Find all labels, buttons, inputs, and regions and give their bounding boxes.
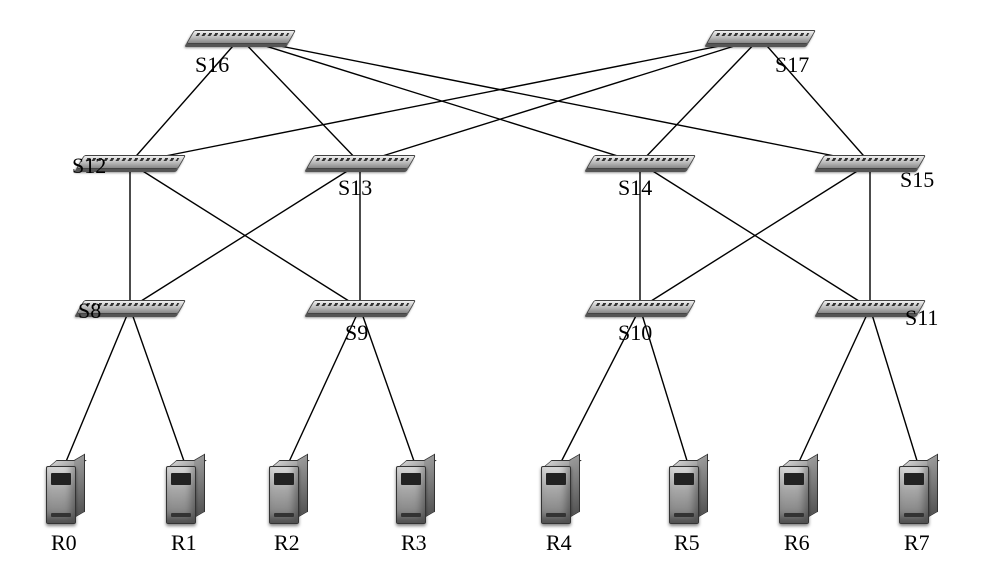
edge	[870, 308, 918, 464]
server-icon	[899, 460, 937, 522]
switch-label: S9	[345, 320, 368, 346]
edge	[130, 308, 185, 464]
switch-node	[310, 300, 412, 314]
server-node	[899, 460, 937, 522]
server-label: R1	[171, 530, 197, 556]
server-label: R0	[51, 530, 77, 556]
server-label: R6	[784, 530, 810, 556]
switch-node	[710, 30, 812, 44]
server-icon	[46, 460, 84, 522]
server-node	[46, 460, 84, 522]
server-label: R5	[674, 530, 700, 556]
switch-label: S13	[338, 175, 372, 201]
network-diagram: S16 S17 S12 S13 S14 S15 S8 S9 S10 S11 R0 R1 R2 R3…	[0, 0, 1000, 565]
switch-label: S10	[618, 320, 652, 346]
server-icon	[779, 460, 817, 522]
edge	[360, 308, 415, 464]
switch-icon	[706, 30, 816, 44]
switch-icon	[306, 300, 416, 314]
server-icon	[269, 460, 307, 522]
switch-icon	[586, 300, 696, 314]
server-icon	[541, 460, 579, 522]
switch-label: S8	[78, 298, 101, 324]
server-node	[396, 460, 434, 522]
server-label: R7	[904, 530, 930, 556]
server-icon	[396, 460, 434, 522]
edge-layer	[0, 0, 1000, 565]
switch-label: S16	[195, 52, 229, 78]
switch-icon	[186, 30, 296, 44]
switch-label: S12	[72, 153, 106, 179]
server-node	[269, 460, 307, 522]
server-icon	[669, 460, 707, 522]
server-label: R2	[274, 530, 300, 556]
edge	[65, 308, 130, 464]
server-node	[669, 460, 707, 522]
server-node	[779, 460, 817, 522]
switch-label: S11	[905, 305, 938, 331]
switch-label: S15	[900, 167, 934, 193]
server-node	[541, 460, 579, 522]
switch-node	[590, 300, 692, 314]
server-node	[166, 460, 204, 522]
server-label: R3	[401, 530, 427, 556]
switch-node	[310, 155, 412, 169]
server-icon	[166, 460, 204, 522]
server-label: R4	[546, 530, 572, 556]
switch-icon	[586, 155, 696, 169]
switch-label: S14	[618, 175, 652, 201]
switch-node	[590, 155, 692, 169]
switch-node	[190, 30, 292, 44]
edge	[798, 308, 870, 464]
switch-label: S17	[775, 52, 809, 78]
switch-icon	[306, 155, 416, 169]
